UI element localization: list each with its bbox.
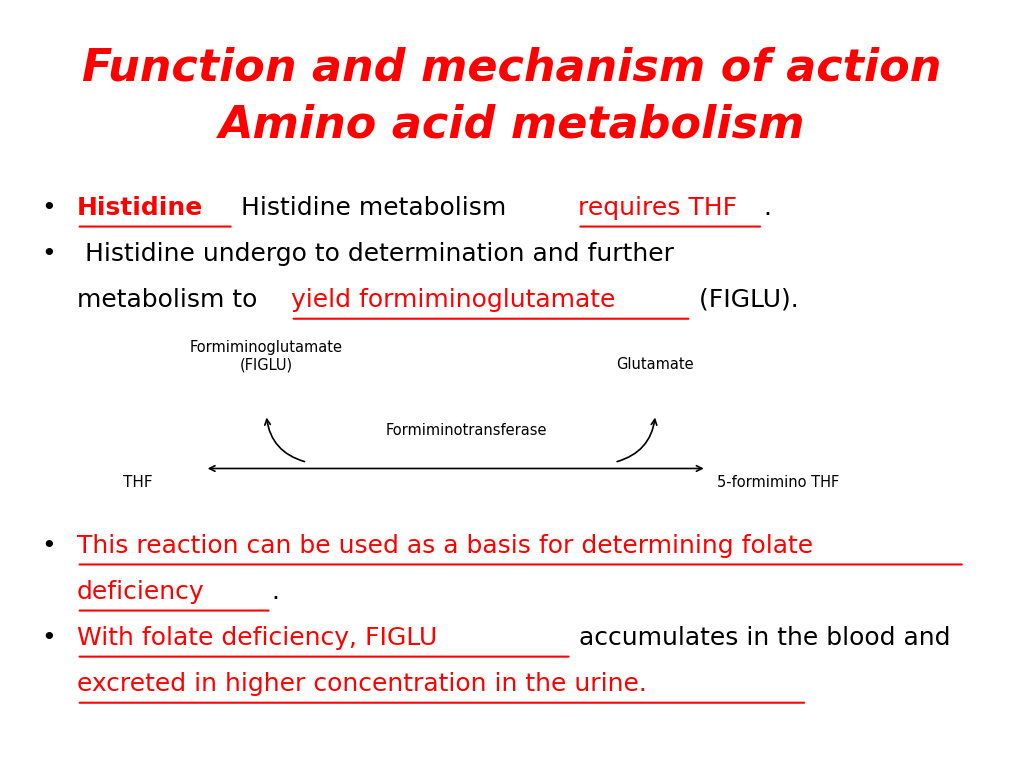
Text: Amino acid metabolism: Amino acid metabolism [219,104,805,147]
Text: (FIGLU).: (FIGLU). [691,288,799,312]
Text: THF: THF [124,475,153,490]
Text: Histidine: Histidine [77,196,203,220]
Text: This reaction can be used as a basis for determining folate: This reaction can be used as a basis for… [77,534,813,558]
Text: deficiency: deficiency [77,580,205,604]
Text: Histidine undergo to determination and further: Histidine undergo to determination and f… [77,242,674,266]
Text: yield formiminoglutamate: yield formiminoglutamate [291,288,615,312]
Text: 5-formimino THF: 5-formimino THF [717,475,839,490]
Text: Histidine metabolism: Histidine metabolism [233,196,515,220]
Text: With folate deficiency, FIGLU: With folate deficiency, FIGLU [77,626,437,650]
Text: •: • [41,242,55,266]
Text: metabolism to: metabolism to [77,288,265,312]
Text: excreted in higher concentration in the urine.: excreted in higher concentration in the … [77,672,647,696]
Text: Formiminoglutamate
(FIGLU): Formiminoglutamate (FIGLU) [189,340,343,372]
Text: Glutamate: Glutamate [616,357,694,372]
Text: Function and mechanism of action: Function and mechanism of action [82,46,942,89]
Text: requires THF: requires THF [578,196,736,220]
Text: .: . [763,196,771,220]
Text: Formiminotransferase: Formiminotransferase [385,422,547,438]
Text: accumulates in the blood and: accumulates in the blood and [571,626,951,650]
Text: •: • [41,534,55,558]
Text: •: • [41,196,55,220]
Text: •: • [41,626,55,650]
Text: .: . [271,580,280,604]
